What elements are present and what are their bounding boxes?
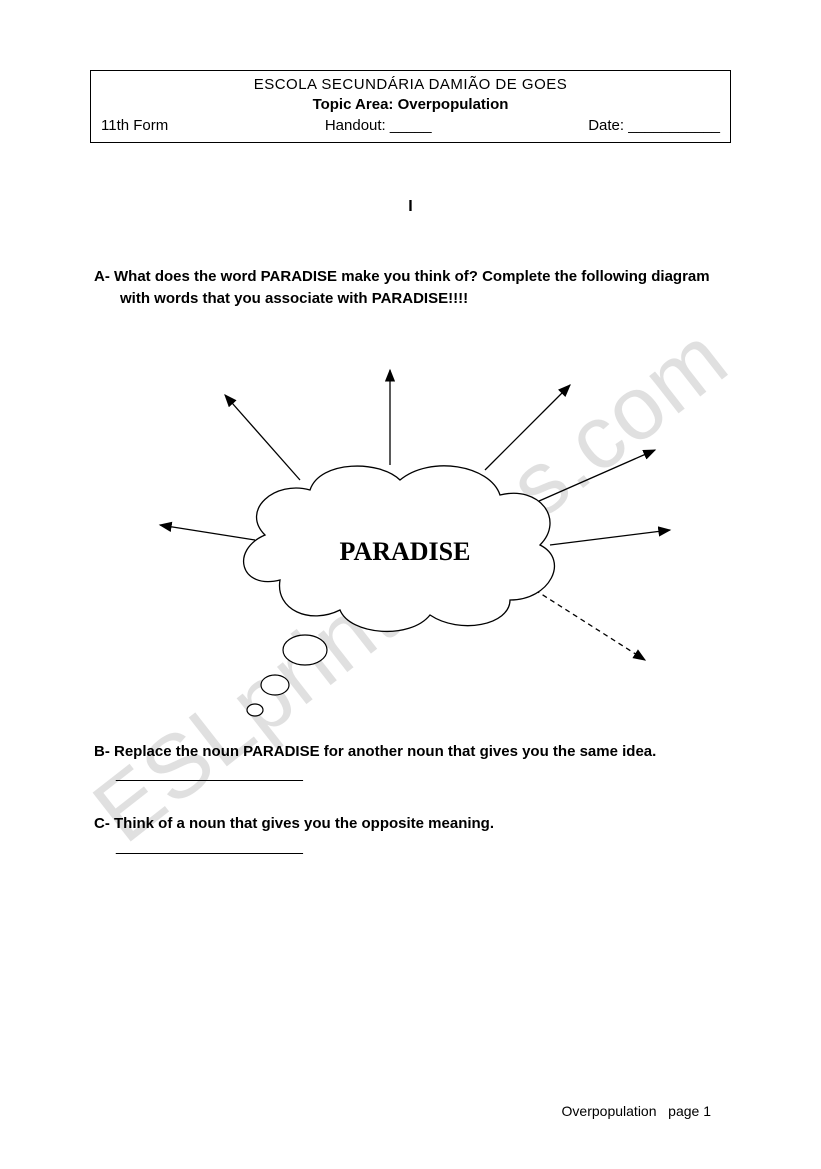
diagram-arrow [160,525,255,540]
question-a-text: What does the word PARADISE make you thi… [114,268,710,308]
diagram-arrow [225,395,300,480]
diagram-arrow [550,530,670,545]
page-footer: Overpopulation page 1 [562,1103,711,1119]
cloud-tail-2 [261,675,289,695]
question-c-prefix: C- [94,815,114,832]
question-a: A- What does the word PARADISE make you … [116,266,731,311]
header-meta-row: 11th Form Handout: _____ Date: _________… [101,116,720,136]
footer-topic: Overpopulation [562,1103,657,1119]
header-box: ESCOLA SECUNDÁRIA DAMIÃO DE GOES Topic A… [90,70,731,143]
question-c-blank: _____________________ [116,838,731,856]
question-a-prefix: A- [94,268,114,285]
cloud-tail-3 [247,704,263,716]
diagram-arrow [485,385,570,470]
date-label: Date: ___________ [588,116,720,136]
question-c-text: Think of a noun that gives you the oppos… [114,815,494,832]
form-label: 11th Form [101,116,168,136]
handout-label: Handout: _____ [325,116,432,136]
diagram-arrow [530,450,655,505]
worksheet-page: ESLprintables.com ESCOLA SECUNDÁRIA DAMI… [0,0,821,1169]
paradise-diagram: PARADISE [90,350,730,770]
cloud-center-word: PARADISE [340,537,471,566]
school-name: ESCOLA SECUNDÁRIA DAMIÃO DE GOES [101,75,720,95]
diagram-arrow [535,590,645,660]
topic-area: Topic Area: Overpopulation [101,95,720,115]
question-c: C- Think of a noun that gives you the op… [116,813,731,836]
cloud-tail-1 [283,635,327,665]
section-number: I [90,198,731,216]
footer-page: page 1 [668,1103,711,1119]
